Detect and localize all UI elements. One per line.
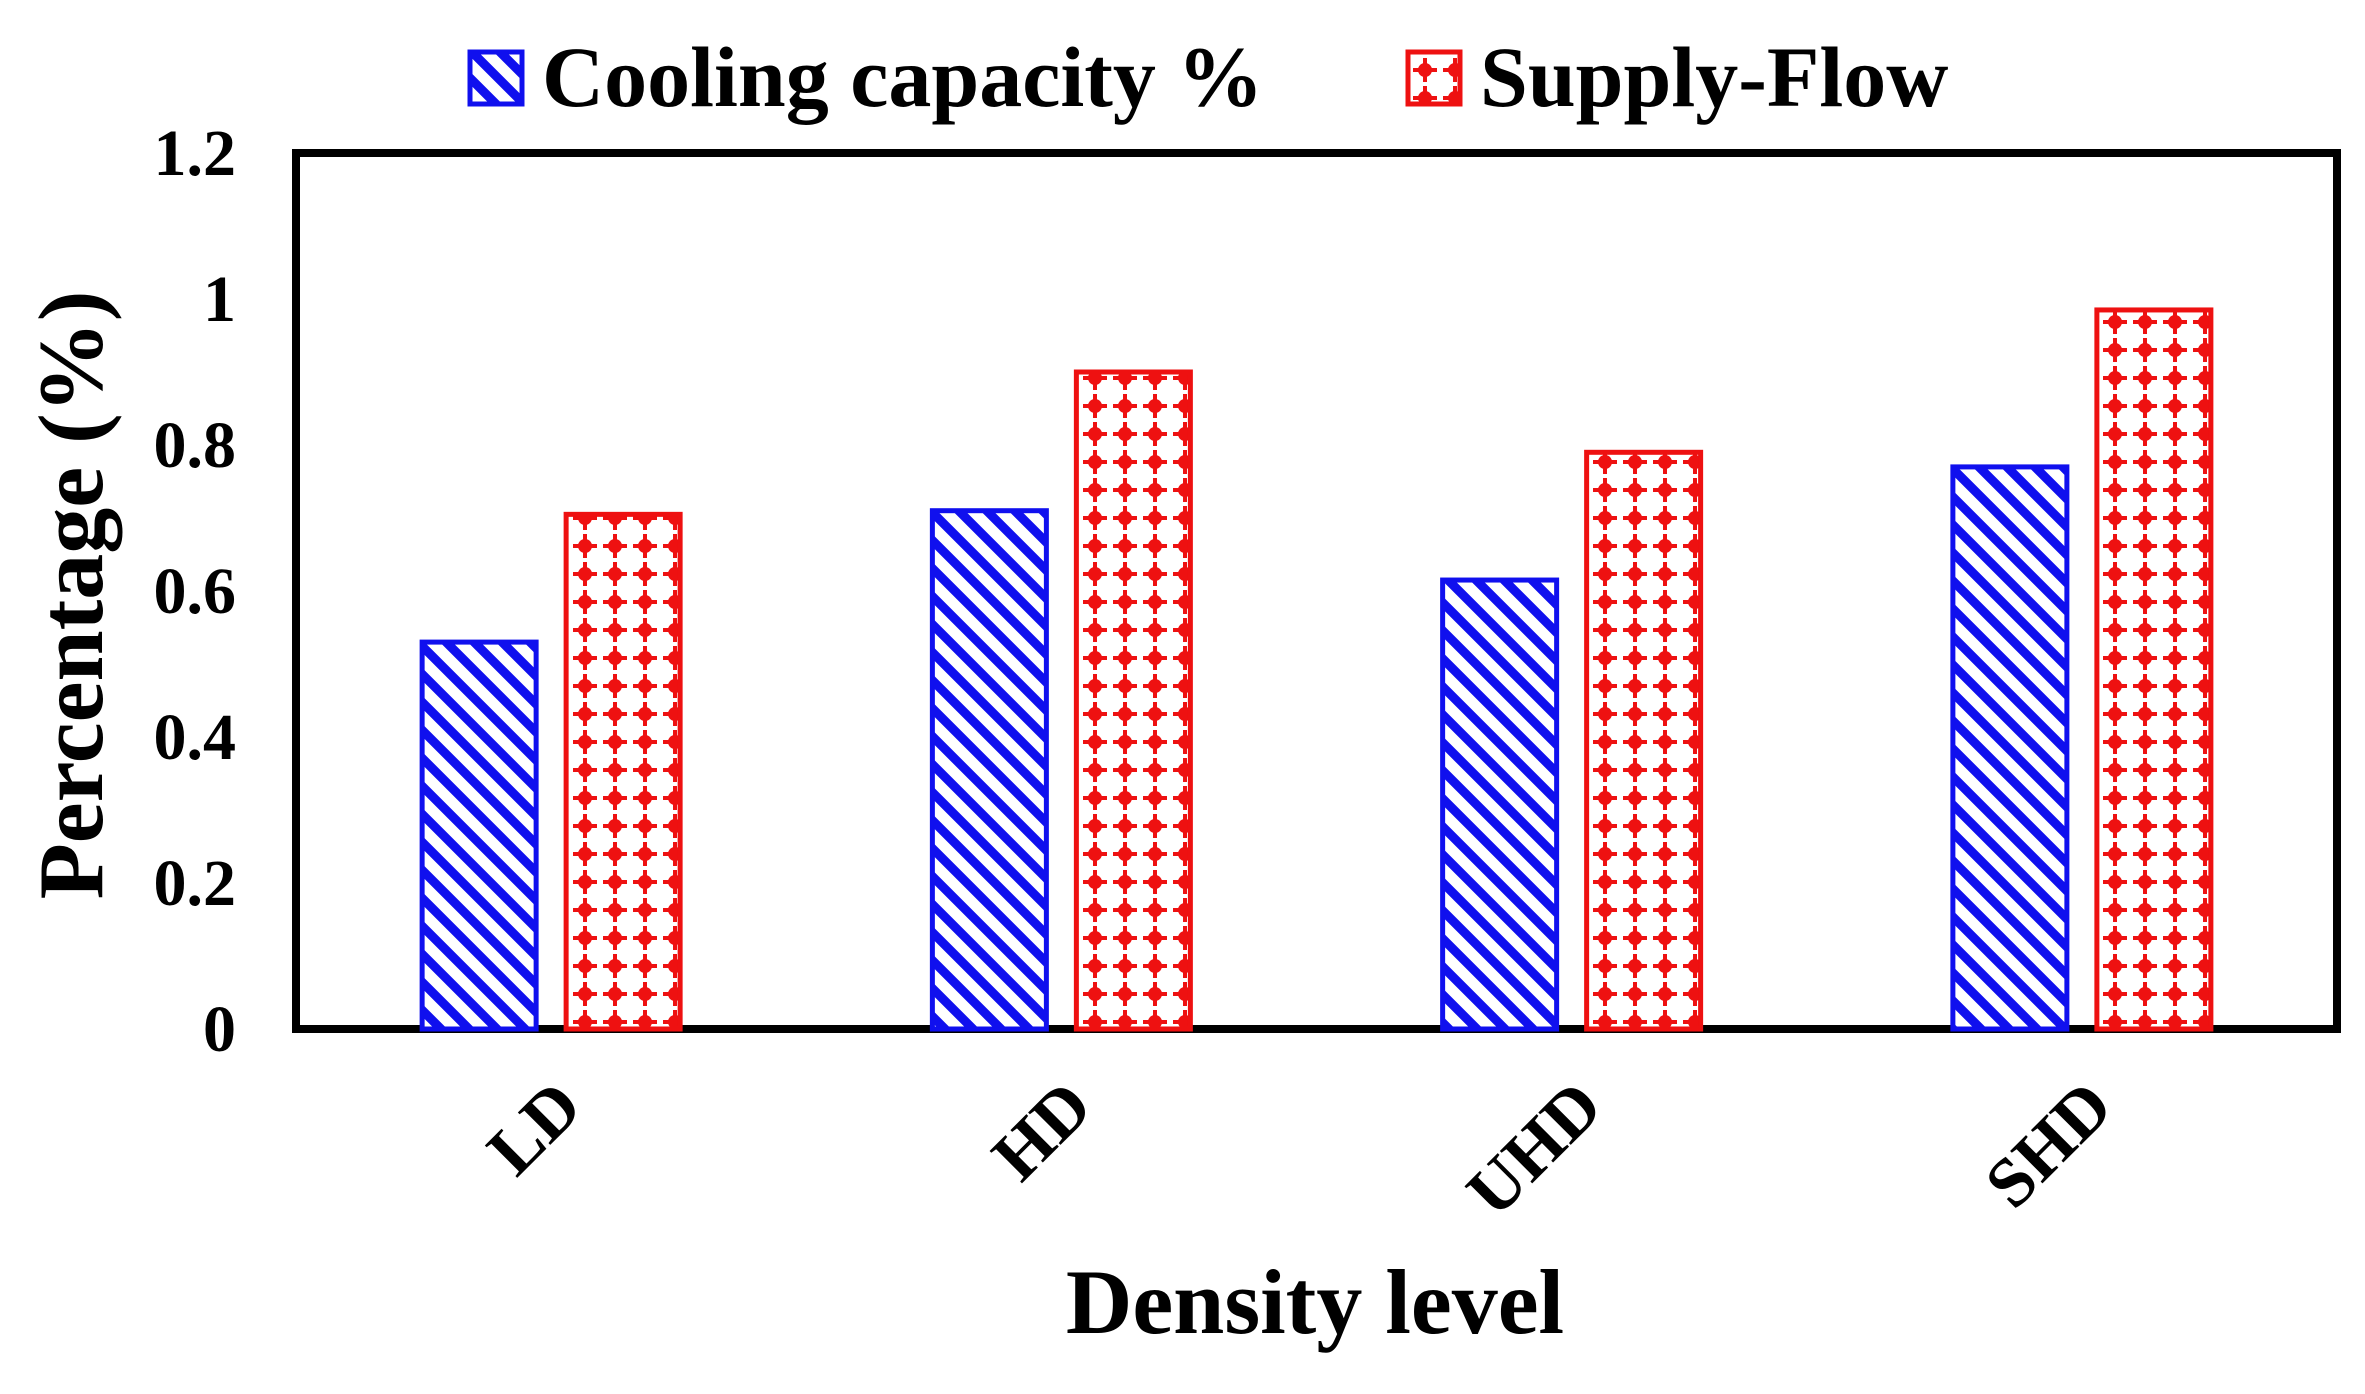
bar-cooling-capacity-ld xyxy=(419,639,539,1032)
legend-label-supply-flow: Supply-Flow xyxy=(1480,29,1948,125)
y-axis-title: Percentage (%) xyxy=(20,291,122,900)
bar-cooling-capacity-shd xyxy=(1950,464,2070,1032)
legend-item-cooling-capacity: Cooling capacity % xyxy=(467,29,1263,125)
bars xyxy=(419,307,2214,1032)
y-tick-label: 1 xyxy=(203,263,236,336)
y-tick-label: 0.8 xyxy=(154,409,237,482)
y-tick-label: 0 xyxy=(203,993,236,1066)
x-tick-label-hd: HD xyxy=(978,1067,1107,1196)
y-tick-label: 0.4 xyxy=(154,701,237,774)
x-axis-title: Density level xyxy=(1066,1251,1564,1353)
y-tick-label: 0.6 xyxy=(154,555,237,628)
bar-supply-flow-hd xyxy=(1073,369,1193,1032)
x-axis-ticks: LD HD UHD SHD xyxy=(473,1067,2127,1231)
x-tick-label-shd: SHD xyxy=(1971,1067,2127,1223)
legend-swatch-cooling-capacity xyxy=(467,49,525,107)
bar-cooling-capacity-uhd xyxy=(1440,577,1560,1032)
y-axis-ticks: 0 0.2 0.4 0.6 0.8 1 1.2 xyxy=(154,117,237,1066)
legend-swatch-supply-flow xyxy=(1405,49,1463,107)
legend: Cooling capacity % Supply-Flow xyxy=(467,29,1948,125)
x-tick-label-ld: LD xyxy=(473,1067,596,1190)
y-tick-label: 0.2 xyxy=(154,847,237,920)
bar-cooling-capacity-hd xyxy=(929,508,1049,1032)
bar-supply-flow-uhd xyxy=(1584,449,1704,1032)
legend-item-supply-flow: Supply-Flow xyxy=(1405,29,1948,125)
x-tick-label-uhd: UHD xyxy=(1452,1067,1616,1231)
bar-supply-flow-shd xyxy=(2094,307,2214,1032)
bar-supply-flow-ld xyxy=(563,511,683,1032)
legend-label-cooling-capacity: Cooling capacity % xyxy=(542,29,1263,125)
y-tick-label: 1.2 xyxy=(154,117,237,190)
